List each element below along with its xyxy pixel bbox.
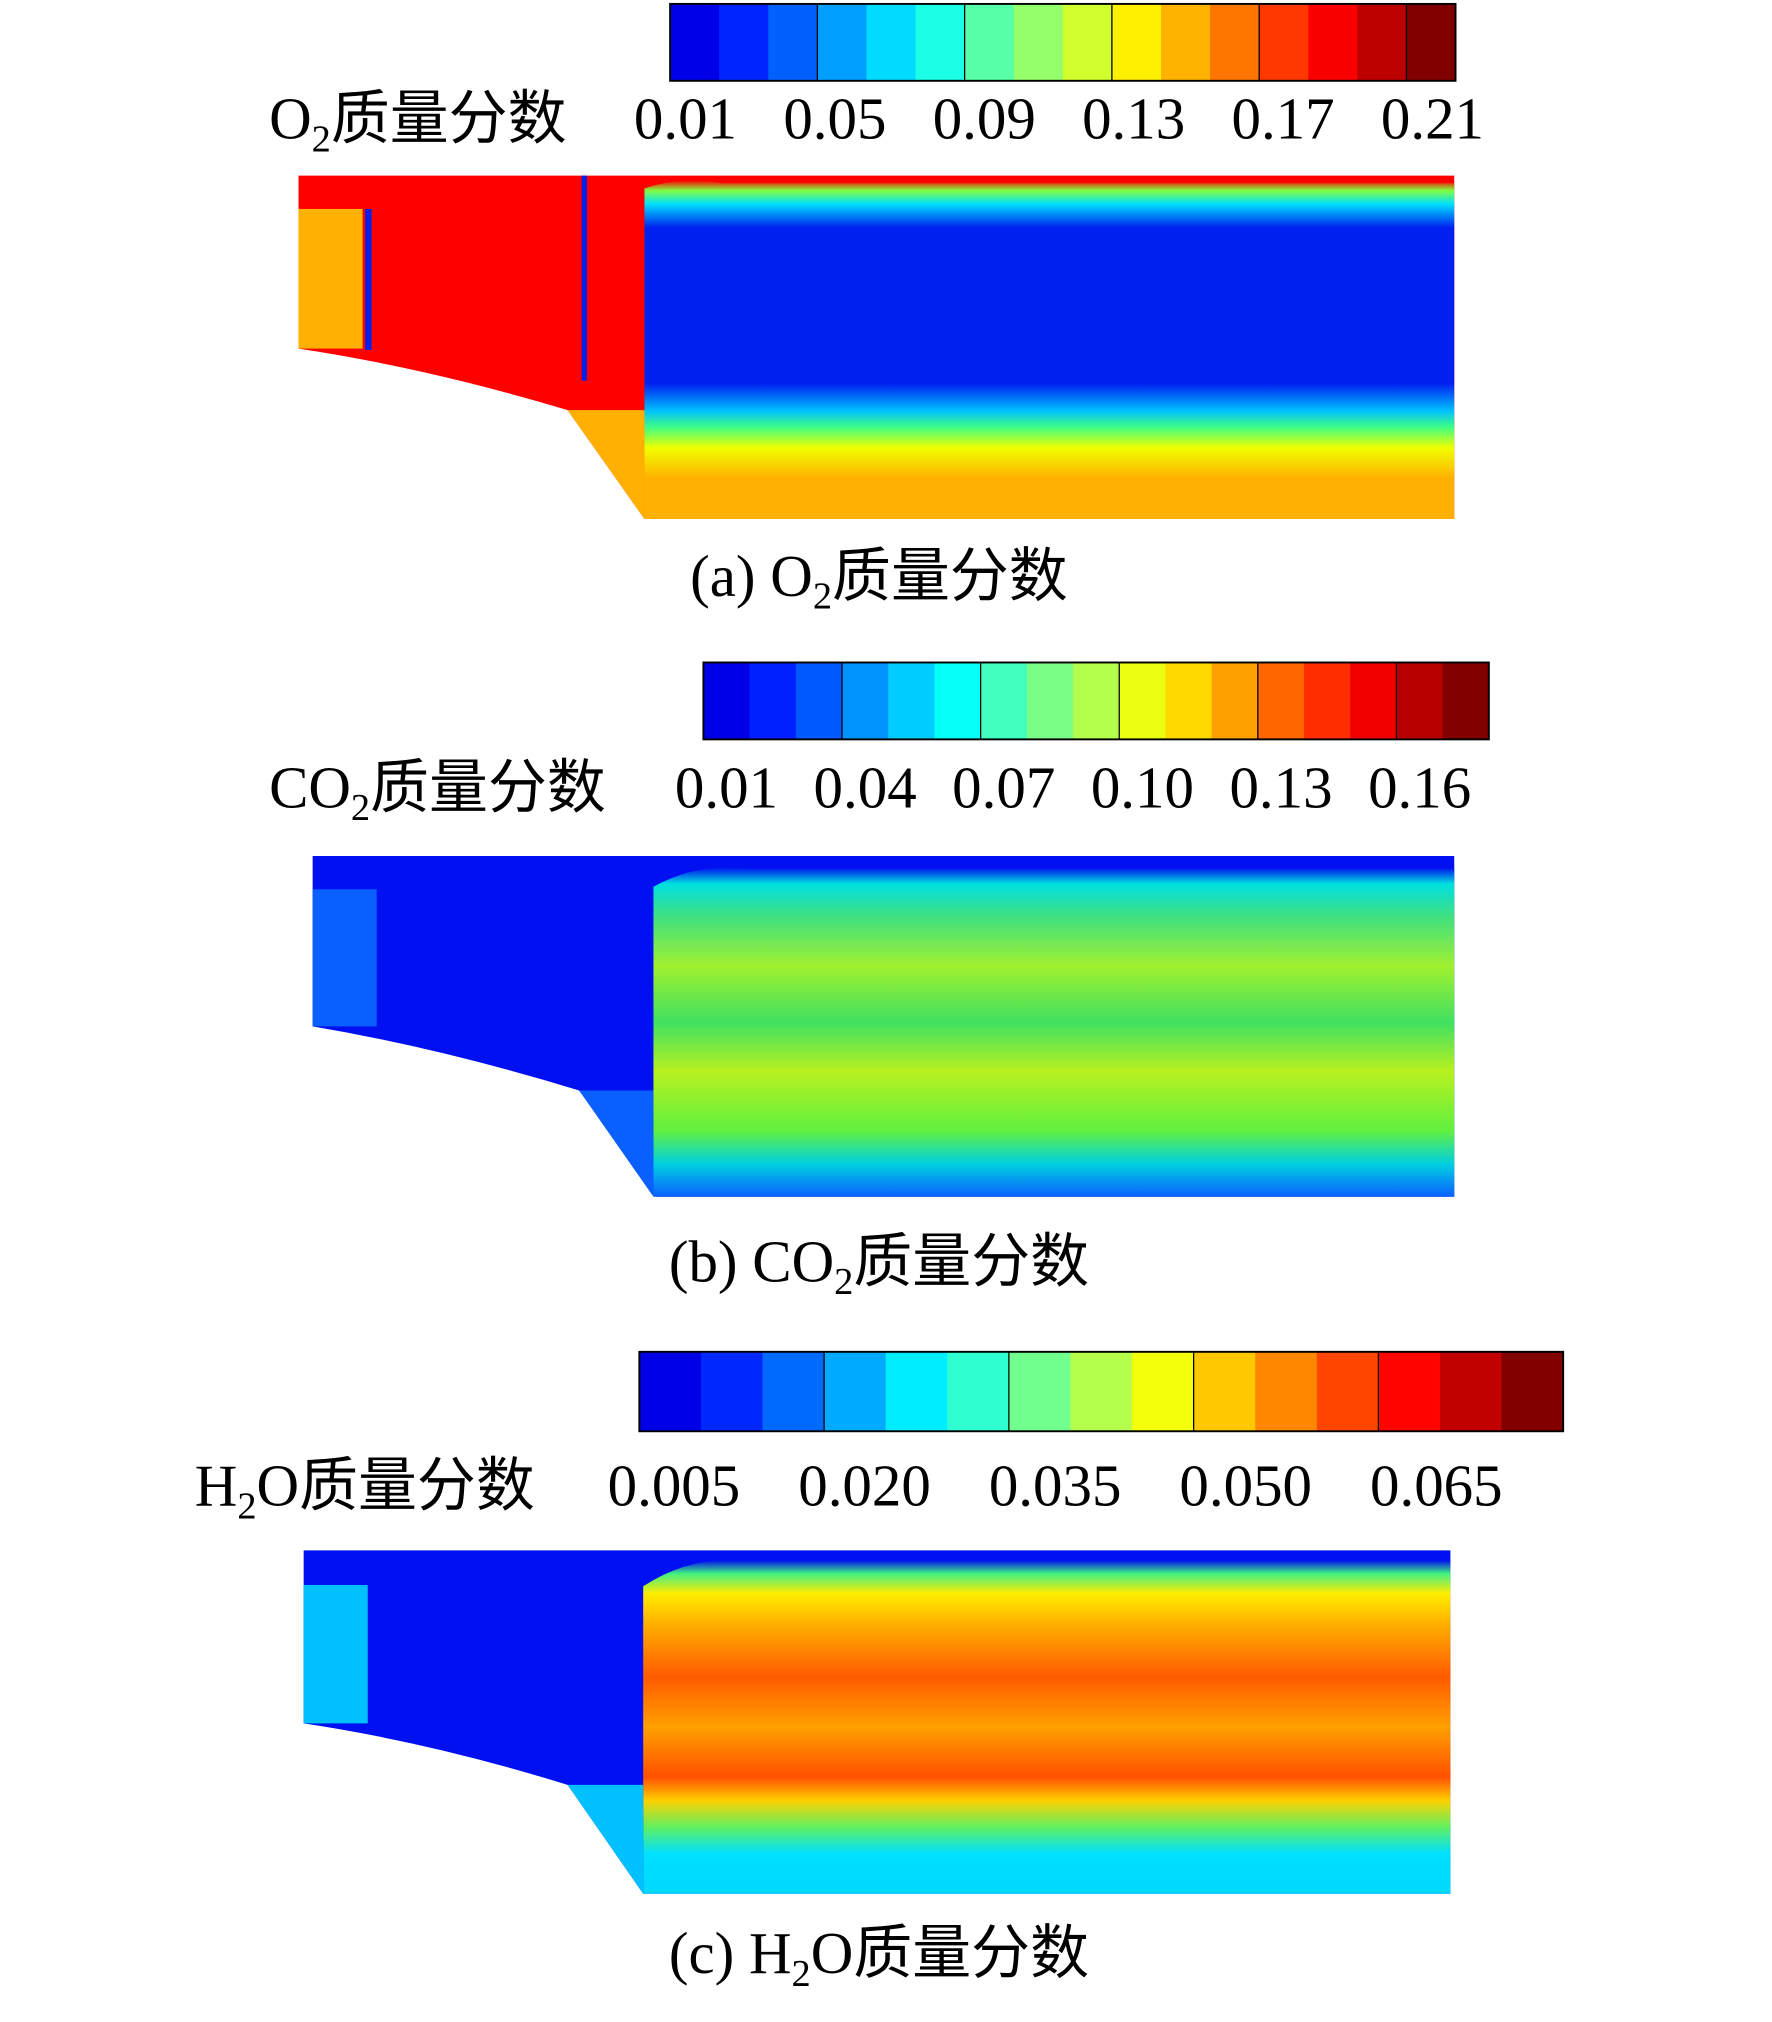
colorbar-segment <box>915 3 966 81</box>
colorbar-segment <box>824 1351 887 1432</box>
colorbar-segment <box>1008 1351 1072 1432</box>
colorbar-tick-label: 0.04 <box>814 754 917 820</box>
colorbar-tick-label: 0.17 <box>1232 85 1335 151</box>
contour-plot <box>303 1550 1451 1894</box>
caption: (a) O2质量分数 <box>690 543 1068 618</box>
caption: (c) H2O质量分数 <box>669 1920 1089 1995</box>
colorbar-segment <box>1396 662 1444 740</box>
colorbar <box>638 1350 1565 1433</box>
colorbar-tick-label: 0.13 <box>1082 85 1185 151</box>
panel-a: O2质量分数 (a) O2质量分数 <box>269 2 1457 618</box>
colorbar-segment <box>934 662 982 740</box>
colorbar-segment <box>1439 1351 1503 1432</box>
colorbar-segment <box>1026 662 1074 740</box>
colorbar-tick-label: 0.01 <box>634 85 737 151</box>
colorbar-segment <box>842 662 889 740</box>
contour-plot <box>312 855 1455 1197</box>
colorbar-tick-label: 0.09 <box>933 85 1036 151</box>
colorbar-segment <box>703 662 751 740</box>
colorbar-segment <box>1406 3 1457 81</box>
colorbar-segment <box>866 3 917 81</box>
colorbar-segment <box>885 1351 948 1432</box>
colorbar-border <box>669 2 1457 82</box>
colorbar-segment <box>1119 662 1167 740</box>
colorbar-tick-label: 0.01 <box>675 754 778 820</box>
colorbar-segment <box>768 3 819 81</box>
colorbar-border <box>638 1350 1565 1433</box>
colorbar-segment <box>719 3 769 81</box>
panel-c: H2O质量分数 (c) H2O质量分数 <box>195 1350 1565 1995</box>
colorbar <box>669 2 1457 82</box>
legend-title: CO2质量分数 <box>269 754 606 829</box>
colorbar-segment <box>817 3 868 81</box>
colorbar-segment <box>700 1351 764 1432</box>
colorbar-segment <box>1210 3 1260 81</box>
colorbar-segment <box>1357 3 1408 81</box>
colorbar-border <box>702 661 1490 741</box>
colorbar-tick-label: 0.020 <box>798 1453 931 1519</box>
colorbar-tick-label: 0.005 <box>608 1453 741 1519</box>
colorbar <box>702 661 1490 741</box>
panel-b: CO2质量分数 (b) CO2质量分数 <box>269 661 1490 1303</box>
colorbar-segment <box>1308 3 1358 81</box>
colorbar-segment <box>1111 3 1162 81</box>
colorbar-segment <box>639 1351 702 1432</box>
colorbar-segment <box>1073 662 1120 740</box>
colorbar-segment <box>1160 3 1211 81</box>
colorbar-segment <box>1501 1351 1564 1432</box>
colorbar-tick-label: 0.050 <box>1179 1453 1312 1519</box>
colorbar-tick-label: 0.07 <box>952 754 1055 820</box>
colorbar-segment <box>1211 662 1259 740</box>
colorbar-segment <box>1350 662 1398 740</box>
legend-title: O2质量分数 <box>269 85 566 160</box>
colorbar-segment <box>1259 3 1309 81</box>
colorbar-tick-label: 0.035 <box>989 1453 1122 1519</box>
colorbar-tick-label: 0.05 <box>783 85 886 151</box>
colorbar-segment <box>1316 1351 1380 1432</box>
colorbar-segment <box>795 662 843 740</box>
colorbar-tick-label: 0.13 <box>1229 754 1332 820</box>
colorbar-segment <box>1132 1351 1195 1432</box>
colorbar-segment <box>1193 1351 1256 1432</box>
colorbar-tick-label: 0.21 <box>1381 85 1484 151</box>
colorbar-tick-label: 0.065 <box>1370 1453 1503 1519</box>
colorbar-segment <box>1378 1351 1441 1432</box>
colorbar-segment <box>1255 1351 1318 1432</box>
colorbar-segment <box>1442 662 1490 740</box>
colorbar-segment <box>670 3 720 81</box>
colorbar-segment <box>980 662 1028 740</box>
colorbar-segment <box>1304 662 1351 740</box>
colorbar-segment <box>964 3 1015 81</box>
colorbar-segment <box>1165 662 1213 740</box>
colorbar-tick-label: 0.10 <box>1091 754 1194 820</box>
colorbar-segment <box>1062 3 1113 81</box>
colorbar-segment <box>1070 1351 1133 1432</box>
caption: (b) CO2质量分数 <box>669 1228 1089 1303</box>
colorbar-segment <box>888 662 936 740</box>
contour-plot <box>298 175 1455 519</box>
colorbar-segment <box>1013 3 1064 81</box>
colorbar-tick-label: 0.16 <box>1368 754 1471 820</box>
legend-title: H2O质量分数 <box>195 1453 535 1528</box>
colorbar-segment <box>947 1351 1010 1432</box>
colorbar-segment <box>749 662 797 740</box>
colorbar-segment <box>1257 662 1305 740</box>
colorbar-segment <box>762 1351 825 1432</box>
